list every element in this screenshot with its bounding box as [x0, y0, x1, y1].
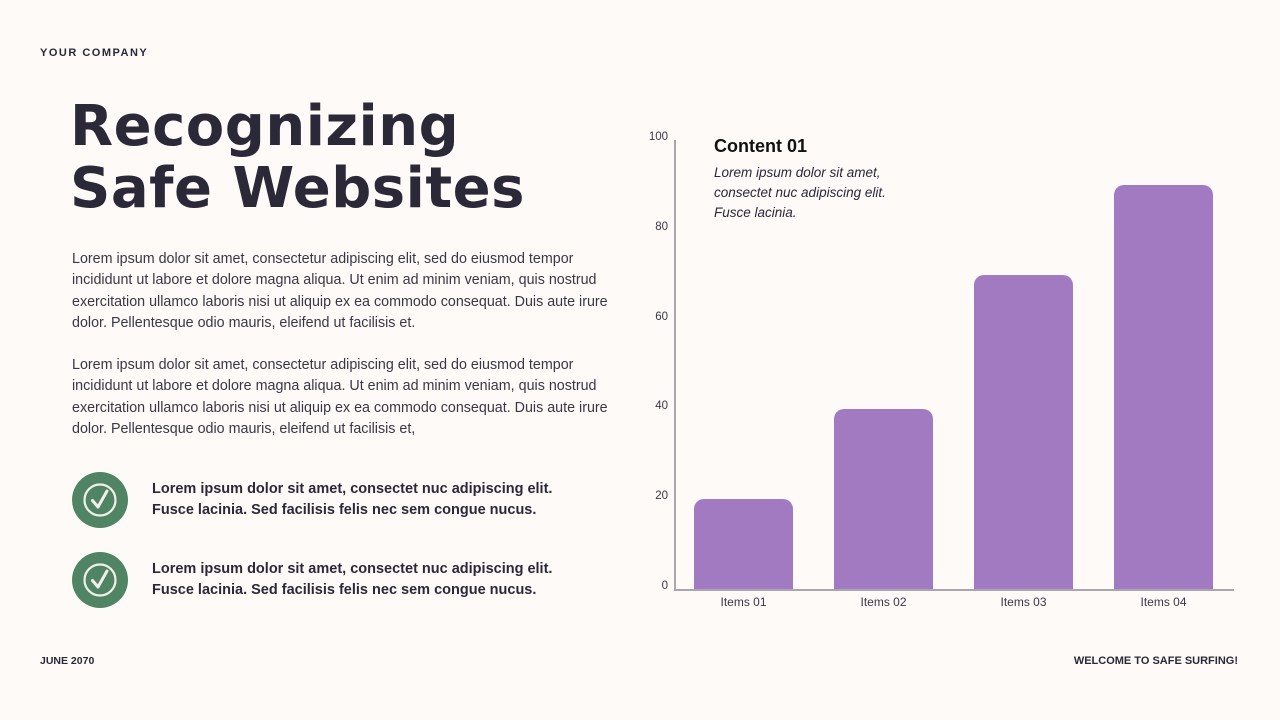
footer-date: JUNE 2070 [40, 655, 95, 667]
y-tick-label: 100 [648, 131, 668, 143]
checklist-text: Lorem ipsum dolor sit amet, consectet nu… [152, 481, 553, 518]
bar-2 [834, 409, 933, 589]
x-tick-label: Items 03 [1000, 595, 1047, 609]
company-name: YOUR COMPANY [40, 47, 149, 59]
body-paragraph-2: Lorem ipsum dolor sit amet, consectetur … [72, 357, 608, 437]
bar-4 [1114, 184, 1213, 589]
chart-annotation-title: Content 01 [714, 136, 808, 156]
body-paragraph-1: Lorem ipsum dolor sit amet, consectetur … [72, 251, 608, 331]
y-tick-label: 60 [655, 310, 668, 323]
checklist-item-2: Lorem ipsum dolor sit amet, consectet nu… [72, 552, 592, 608]
y-axis [674, 140, 676, 589]
chart-annotation-text: Lorem ipsum dolor sit amet, consectet nu… [714, 165, 886, 220]
y-tick-label: 80 [655, 220, 668, 233]
title-line-1: Recognizing [70, 94, 460, 159]
check-circle-icon [72, 552, 128, 608]
checklist-item-1: Lorem ipsum dolor sit amet, consectet nu… [72, 472, 592, 528]
page-title: Recognizing Safe Websites [70, 96, 525, 220]
footer-tagline: WELCOME TO SAFE SURFING! [1073, 655, 1238, 667]
checklist-text: Lorem ipsum dolor sit amet, consectet nu… [152, 561, 553, 598]
x-tick-label: Items 02 [860, 595, 907, 609]
bar-1 [694, 499, 793, 589]
y-tick-label: 20 [655, 490, 668, 503]
title-line-2: Safe Websites [70, 156, 525, 221]
bar-3 [974, 274, 1073, 589]
y-tick-label: 0 [661, 580, 668, 592]
y-tick-label: 40 [655, 400, 668, 413]
x-tick-label: Items 01 [720, 595, 767, 609]
x-axis [674, 589, 1234, 591]
x-tick-label: Items 04 [1140, 595, 1187, 609]
check-circle-icon [72, 472, 128, 528]
